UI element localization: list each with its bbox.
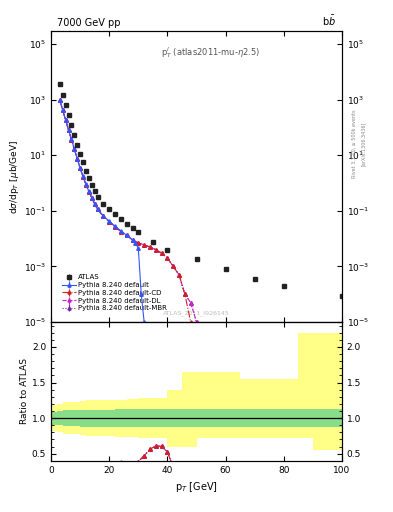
Text: Rivet 3.1.10, ≥ 500k events: Rivet 3.1.10, ≥ 500k events xyxy=(352,109,357,178)
Text: 7000 GeV pp: 7000 GeV pp xyxy=(57,18,120,28)
Y-axis label: Ratio to ATLAS: Ratio to ATLAS xyxy=(20,358,29,424)
Text: ATLAS_2011_I926145: ATLAS_2011_I926145 xyxy=(163,311,230,316)
Text: p$^{l}_{T}$ (atlas2011-mu-$\eta$2.5): p$^{l}_{T}$ (atlas2011-mu-$\eta$2.5) xyxy=(162,45,261,60)
Text: [arXiv:1306.3436]: [arXiv:1306.3436] xyxy=(361,121,366,165)
X-axis label: p$_T$ [GeV]: p$_T$ [GeV] xyxy=(175,480,218,494)
Y-axis label: d$\sigma$/dp$_T$ [$\mu$b/GeV]: d$\sigma$/dp$_T$ [$\mu$b/GeV] xyxy=(8,139,21,214)
Text: b$\bar{b}$: b$\bar{b}$ xyxy=(322,14,336,28)
Legend: ATLAS, Pythia 8.240 default, Pythia 8.240 default-CD, Pythia 8.240 default-DL, P: ATLAS, Pythia 8.240 default, Pythia 8.24… xyxy=(61,273,169,313)
